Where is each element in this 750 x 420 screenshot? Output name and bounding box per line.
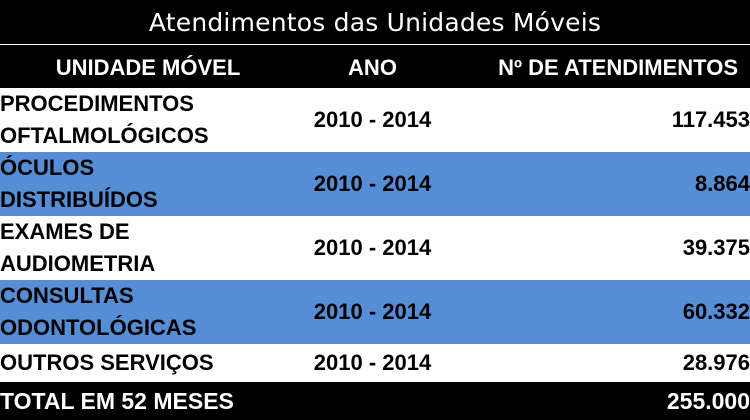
row-unit-name: ÓCULOS DISTRIBUÍDOS bbox=[0, 152, 290, 216]
table-row: OUTROS SERVIÇOS 2010 - 2014 28.976 bbox=[0, 344, 750, 382]
row-count: 28.976 bbox=[455, 344, 750, 382]
header-year: ANO bbox=[290, 47, 455, 88]
row-year: 2010 - 2014 bbox=[290, 152, 455, 216]
total-row: TOTAL EM 52 MESES 255.000 bbox=[0, 382, 750, 420]
row-unit-name: OUTROS SERVIÇOS bbox=[0, 344, 290, 382]
row-year: 2010 - 2014 bbox=[290, 216, 455, 280]
header-row: UNIDADE MÓVEL ANO Nº DE ATENDIMENTOS bbox=[0, 47, 750, 88]
row-unit-name: PROCEDIMENTOS OFTALMOLÓGICOS bbox=[0, 88, 290, 152]
total-label: TOTAL EM 52 MESES bbox=[0, 382, 455, 420]
row-unit-name: EXAMES DE AUDIOMETRIA bbox=[0, 216, 290, 280]
row-year: 2010 - 2014 bbox=[290, 88, 455, 152]
table-title: Atendimentos das Unidades Móveis bbox=[0, 0, 750, 44]
total-count: 255.000 bbox=[455, 382, 750, 420]
table-row: CONSULTAS ODONTOLÓGICAS 2010 - 2014 60.3… bbox=[0, 280, 750, 344]
row-count: 117.453 bbox=[455, 88, 750, 152]
table-row: EXAMES DE AUDIOMETRIA 2010 - 2014 39.375 bbox=[0, 216, 750, 280]
table-row: PROCEDIMENTOS OFTALMOLÓGICOS 2010 - 2014… bbox=[0, 88, 750, 152]
title-divider bbox=[0, 45, 750, 47]
row-count: 39.375 bbox=[455, 216, 750, 280]
row-count: 8.864 bbox=[455, 152, 750, 216]
row-year: 2010 - 2014 bbox=[290, 344, 455, 382]
row-year: 2010 - 2014 bbox=[290, 280, 455, 344]
header-unit: UNIDADE MÓVEL bbox=[0, 47, 290, 88]
table-row: ÓCULOS DISTRIBUÍDOS 2010 - 2014 8.864 bbox=[0, 152, 750, 216]
row-unit-name: CONSULTAS ODONTOLÓGICAS bbox=[0, 280, 290, 344]
header-count: Nº DE ATENDIMENTOS bbox=[455, 47, 750, 88]
attendance-table: UNIDADE MÓVEL ANO Nº DE ATENDIMENTOS PRO… bbox=[0, 47, 750, 420]
row-count: 60.332 bbox=[455, 280, 750, 344]
